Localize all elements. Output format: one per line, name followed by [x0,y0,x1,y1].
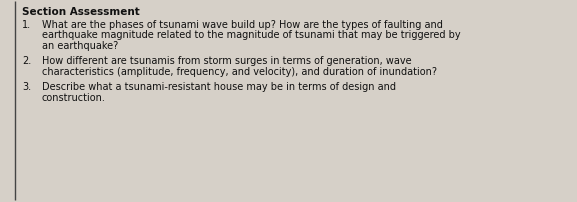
Text: 1.: 1. [22,20,31,30]
Text: an earthquake?: an earthquake? [42,41,118,51]
Text: Describe what a tsunami-resistant house may be in terms of design and: Describe what a tsunami-resistant house … [42,82,396,92]
Text: 2.: 2. [22,56,31,66]
Text: 3.: 3. [22,82,31,92]
Text: earthquake magnitude related to the magnitude of tsunami that may be triggered b: earthquake magnitude related to the magn… [42,30,460,40]
Text: How different are tsunamis from storm surges in terms of generation, wave: How different are tsunamis from storm su… [42,56,411,66]
Text: characteristics (amplitude, frequency, and velocity), and duration of inundation: characteristics (amplitude, frequency, a… [42,67,437,77]
Text: Section Assessment: Section Assessment [22,7,140,17]
Text: What are the phases of tsunami wave build up? How are the types of faulting and: What are the phases of tsunami wave buil… [42,20,443,30]
Text: construction.: construction. [42,93,106,102]
